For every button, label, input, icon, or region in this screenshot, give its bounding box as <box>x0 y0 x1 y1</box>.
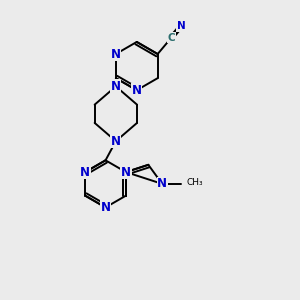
Text: N: N <box>121 166 131 178</box>
Text: CH₃: CH₃ <box>187 178 203 187</box>
Text: N: N <box>80 166 90 178</box>
Text: N: N <box>132 84 142 97</box>
Text: N: N <box>100 201 110 214</box>
Text: C: C <box>167 33 175 43</box>
Text: N: N <box>111 47 121 61</box>
Text: N: N <box>111 135 121 148</box>
Text: N: N <box>157 177 167 190</box>
Text: N: N <box>177 21 185 31</box>
Text: N: N <box>111 80 121 93</box>
